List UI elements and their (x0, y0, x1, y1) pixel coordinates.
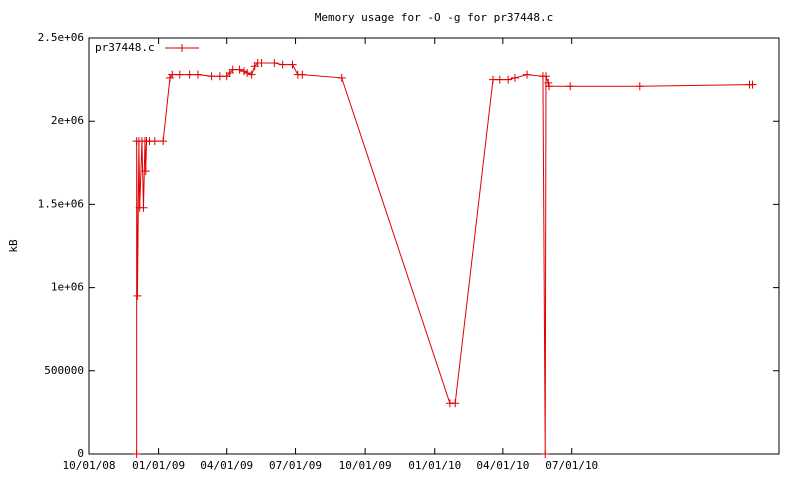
y-tick-label: 500000 (44, 364, 84, 377)
x-tick-label: 10/01/08 (63, 459, 116, 472)
point-marker (298, 70, 307, 79)
legend-swatch (165, 44, 199, 52)
point-marker (235, 65, 244, 74)
series-line (136, 62, 753, 455)
point-marker (185, 70, 194, 79)
point-marker (243, 68, 252, 77)
point-marker (247, 70, 256, 79)
point-marker (489, 75, 498, 84)
point-marker (193, 70, 202, 79)
x-tick-label: 07/01/09 (269, 459, 322, 472)
x-tick-label: 01/01/09 (132, 459, 185, 472)
x-tick-label: 04/01/10 (476, 459, 529, 472)
x-tick-label: 04/01/09 (200, 459, 253, 472)
point-marker (544, 78, 553, 87)
point-marker (257, 58, 266, 67)
point-marker (150, 137, 159, 146)
y-tick-label: 1e+06 (51, 281, 84, 294)
point-marker (451, 399, 460, 408)
point-marker (288, 60, 297, 69)
point-marker (175, 70, 184, 79)
point-marker (566, 82, 575, 91)
point-marker (207, 72, 216, 81)
point-marker (635, 82, 644, 91)
point-marker (270, 58, 279, 67)
point-marker (541, 450, 550, 458)
point-marker (159, 137, 168, 146)
point-marker (133, 291, 142, 300)
point-marker (504, 75, 513, 84)
y-tick-label: 1.5e+06 (38, 197, 84, 210)
point-marker (278, 60, 287, 69)
point-marker (132, 450, 141, 458)
y-tick-label: 2.5e+06 (38, 31, 84, 44)
point-marker (541, 72, 550, 81)
chart-title: Memory usage for -O -g for pr37448.c (315, 11, 553, 24)
point-marker (495, 75, 504, 84)
point-marker (228, 65, 237, 74)
y-axis-label: kB (7, 239, 20, 253)
x-tick-label: 01/01/10 (408, 459, 461, 472)
point-marker (141, 167, 150, 176)
point-marker (545, 82, 553, 91)
y-tick-label: 0 (77, 447, 84, 460)
y-tick-label: 2e+06 (51, 114, 84, 127)
point-marker (215, 72, 224, 81)
point-marker (523, 70, 532, 79)
legend-label: pr37448.c (95, 41, 155, 54)
point-marker (165, 73, 174, 82)
point-marker (337, 73, 346, 82)
point-marker (510, 73, 519, 82)
plot-frame (88, 37, 780, 455)
x-tick-label: 07/01/10 (545, 459, 598, 472)
point-marker (139, 203, 148, 212)
point-marker (748, 80, 757, 89)
point-marker (168, 70, 177, 79)
x-tick-label: 10/01/09 (339, 459, 392, 472)
